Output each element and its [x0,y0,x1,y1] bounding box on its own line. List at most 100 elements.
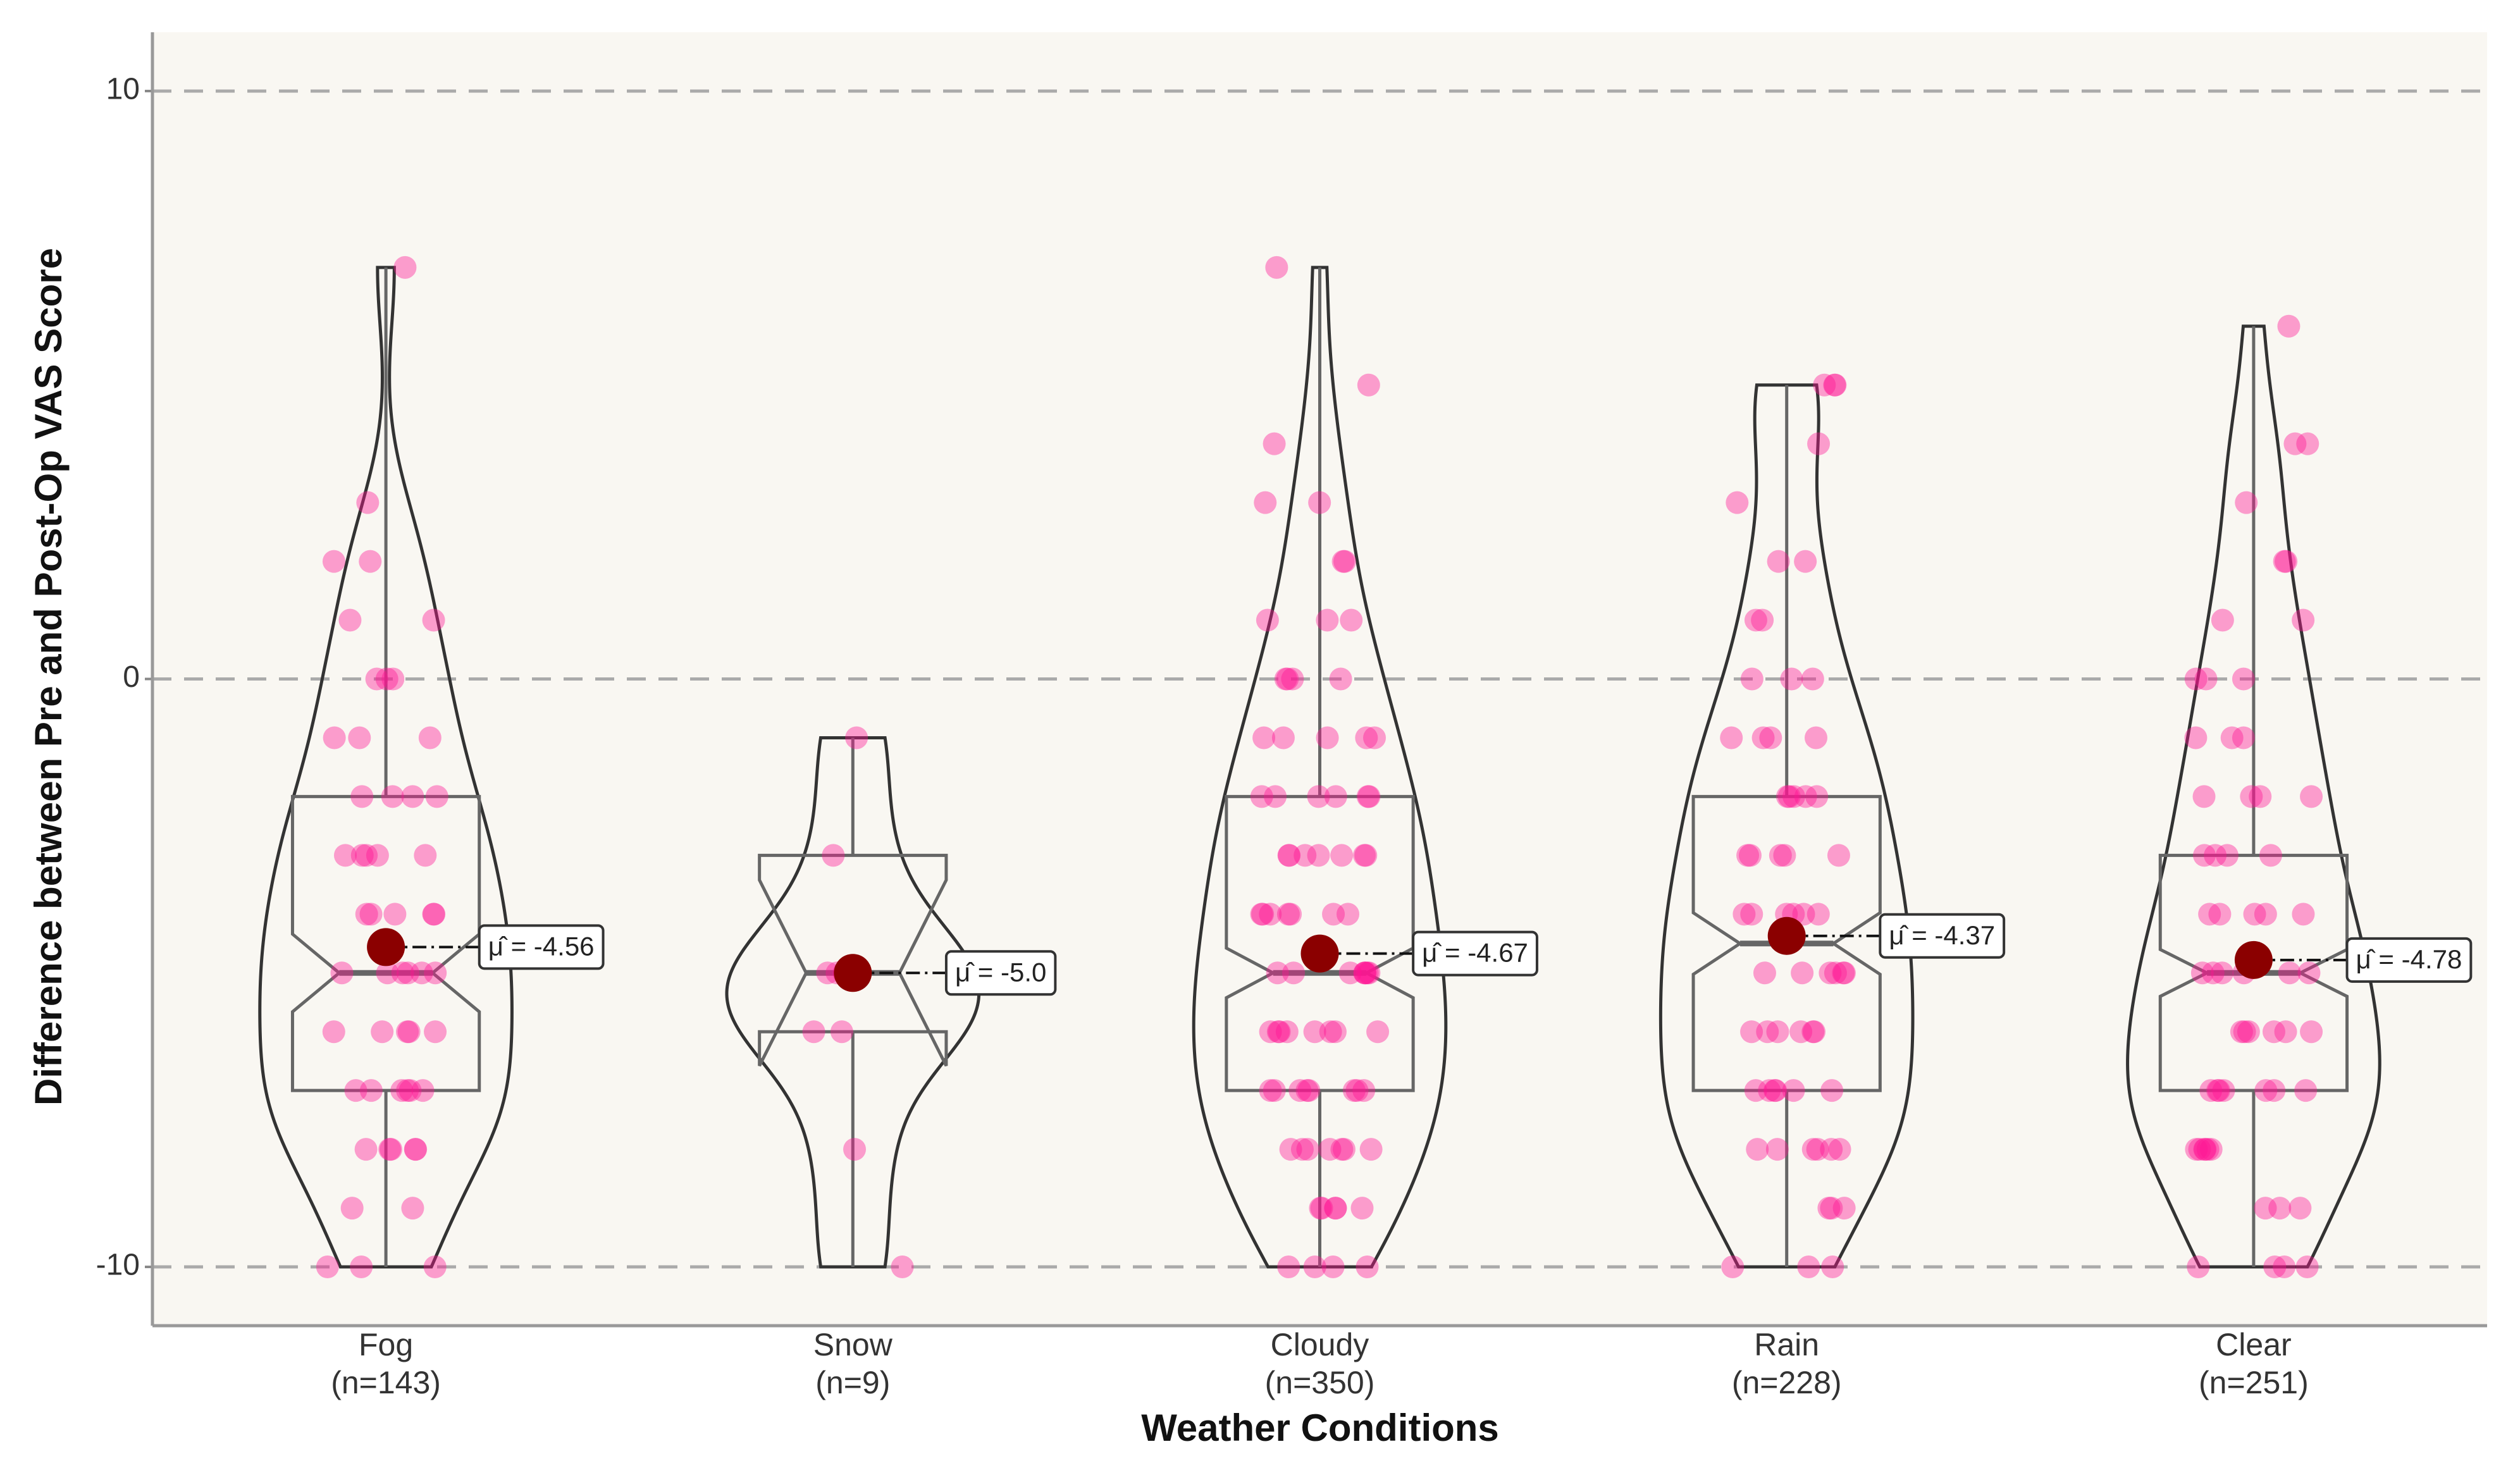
mean-point [1300,934,1339,973]
data-point [1252,726,1276,749]
data-point [381,785,404,808]
data-point [2193,844,2216,867]
data-point [2254,903,2277,926]
data-point [340,1197,364,1220]
data-point [1832,961,1856,985]
data-point [1353,961,1376,985]
data-point [1329,667,1352,691]
data-point [1820,1138,1843,1161]
data-point [1780,667,1803,691]
data-point [2300,785,2323,808]
data-point [391,961,414,985]
data-point [1319,1020,1342,1044]
data-point [1338,961,1362,985]
data-point [1791,961,1814,985]
data-point [1279,903,1302,926]
x-tick-label: Snow [813,1327,893,1362]
x-axis-title: Weather Conditions [1141,1407,1499,1449]
data-point [2235,491,2258,514]
data-point [348,726,371,749]
data-point [1827,844,1850,867]
data-point [1744,608,1767,632]
data-point [1354,844,1378,867]
data-point [1817,1197,1841,1220]
data-point [423,1255,447,1279]
data-point [2254,1197,2277,1220]
data-point [424,1020,447,1044]
data-point [359,903,383,926]
data-point [2273,1255,2296,1279]
data-point [1801,1138,1825,1161]
data-point [1776,785,1799,808]
data-point [396,961,419,985]
data-point [1363,726,1387,749]
data-point [1773,844,1796,867]
data-point [1324,785,1347,808]
mean-label-box [1879,913,2006,959]
violin [1658,383,1915,1269]
data-point [1806,1138,1829,1161]
data-point [418,726,442,749]
data-point [1279,1138,1302,1161]
data-point [2233,1020,2256,1044]
data-point [1296,1138,1319,1161]
data-point [1259,903,1282,926]
data-point [1259,1079,1282,1102]
data-point [2283,432,2307,455]
data-point [366,844,389,867]
data-point [1307,844,1330,867]
x-tick-sublabel: (n=9) [815,1365,890,1400]
data-point [354,1138,378,1161]
data-point [1803,1020,1826,1044]
data-point [322,550,345,573]
data-point [1268,1020,1291,1044]
mean-point [834,954,872,992]
data-point [1345,1079,1369,1102]
y-tick-label: -10 [96,1249,140,1282]
data-point [344,1079,368,1102]
data-point [2295,1255,2319,1279]
data-point [411,1079,435,1102]
x-tick-sublabel: (n=228) [1732,1365,1842,1400]
data-point [1357,961,1381,985]
data-point [2277,314,2301,338]
data-point [376,961,399,985]
data-point [2300,1020,2323,1044]
data-point [1356,785,1380,808]
data-point [1823,373,1846,397]
data-point [1782,785,1806,808]
data-point [1782,1079,1805,1102]
data-point [1322,903,1345,926]
data-point [1337,903,1360,926]
data-point [1758,1079,1781,1102]
data-point [2297,961,2321,985]
data-point [1353,961,1376,985]
data-point [1794,550,1817,573]
data-point [2232,726,2255,749]
data-point [2259,844,2282,867]
data-point [1324,1197,1347,1220]
data-point [1350,1197,1374,1220]
data-point [1297,1079,1321,1102]
data-point [316,1255,339,1279]
data-point [1303,1020,1326,1044]
data-point [843,1138,867,1161]
x-tick-label: Rain [1754,1327,1819,1362]
data-point [1804,726,1827,749]
data-point [2187,1255,2210,1279]
data-point [322,1020,345,1044]
data-point [1310,1197,1333,1220]
data-point [1819,961,1842,985]
data-point [2192,785,2216,808]
data-point [2288,1197,2312,1220]
data-point [1323,1020,1347,1044]
data-point [404,1138,428,1161]
mean-point [2234,941,2273,979]
data-point [1769,844,1792,867]
data-point [2196,1138,2220,1161]
data-point [2273,550,2296,573]
data-point [380,1138,403,1161]
data-point [383,903,407,926]
data-point [1324,1197,1347,1220]
